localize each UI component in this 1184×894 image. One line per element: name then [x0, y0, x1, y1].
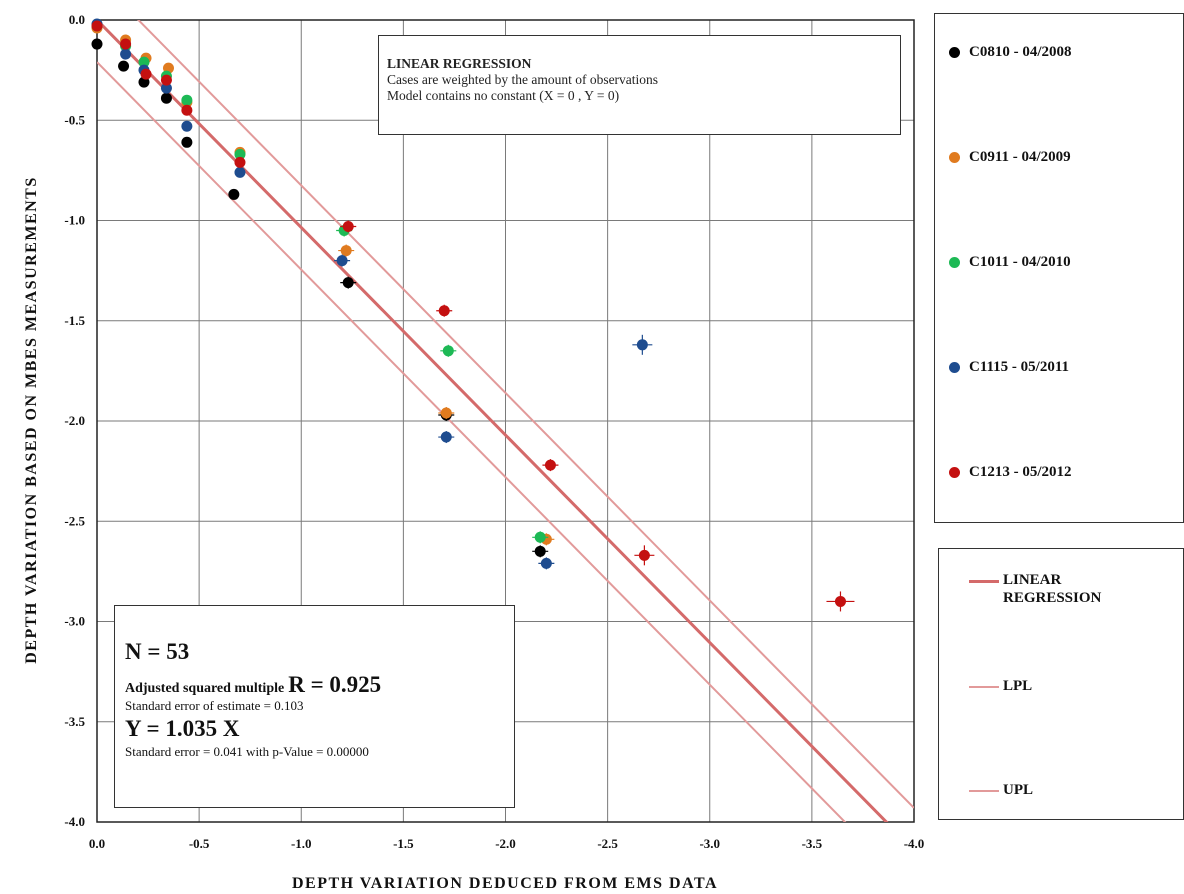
- legend-marker: [949, 47, 960, 58]
- x-tick-label: -1.5: [393, 836, 414, 851]
- point-c1115: [336, 255, 348, 267]
- lines-legend: LINEAR REGRESSION LPL UPL: [938, 548, 1184, 820]
- legend-item-c0810: C0810 - 04/2008: [949, 44, 1072, 61]
- legend-label: C0810 - 04/2008: [969, 44, 1072, 60]
- legend-marker: [949, 257, 960, 268]
- y-tick-label: -4.0: [64, 814, 85, 829]
- point-c1213: [160, 74, 172, 86]
- x-tick-label: -2.0: [495, 836, 516, 851]
- point-c1115: [160, 82, 172, 94]
- legend-label: C0911 - 04/2009: [969, 149, 1071, 165]
- point-c1213: [544, 459, 556, 471]
- point-c0810: [160, 92, 172, 104]
- point-c0810: [342, 277, 354, 289]
- regression-title: LINEAR REGRESSION: [387, 56, 532, 71]
- r-value: R = 0.925: [288, 672, 382, 697]
- point-c1115: [636, 339, 648, 351]
- legend-label: C1213 - 05/2012: [969, 464, 1072, 480]
- y-tick-label: -2.0: [64, 413, 85, 428]
- point-c1213: [234, 156, 246, 168]
- point-c1115: [440, 431, 452, 443]
- legend-item-c1115: C1115 - 05/2011: [949, 359, 1069, 376]
- point-c0911: [340, 245, 352, 257]
- tick-labels: 0.0 -0.5 -1.0 -1.5 -2.0 -2.5 -3.0 -3.5 -4.0 0.0 -0…: [64, 12, 924, 851]
- x-tick-label: 0.0: [89, 836, 105, 851]
- point-c1011: [181, 94, 193, 106]
- x-tick-label: -0.5: [189, 836, 210, 851]
- point-c0810: [534, 545, 546, 557]
- point-c1115: [181, 120, 193, 132]
- point-c1115: [540, 557, 552, 569]
- point-c1115: [120, 48, 132, 60]
- y-tick-label: -3.5: [64, 714, 85, 729]
- point-c1213: [181, 104, 193, 116]
- plot-frame: [96, 19, 915, 823]
- r-label: Adjusted squared multiple: [125, 681, 285, 696]
- legend-item-linear-regression: LINEAR REGRESSION: [969, 571, 1153, 607]
- regression-equation: Y = 1.035 X: [125, 716, 240, 741]
- point-c0810: [181, 136, 193, 148]
- regression-note-weights: Cases are weighted by the amount of obse…: [387, 72, 659, 87]
- point-c1213: [91, 20, 103, 32]
- y-tick-label: -3.0: [64, 614, 85, 629]
- x-axis-title: DEPTH VARIATION DEDUCED FROM EMS DATA: [292, 875, 718, 892]
- legend-item-c1213: C1213 - 05/2012: [949, 464, 1072, 481]
- legend-line-swatch: [969, 686, 999, 688]
- x-tick-label: -2.5: [597, 836, 618, 851]
- upl-line: [137, 20, 914, 809]
- point-c1011: [234, 148, 246, 160]
- std-error-estimate: Standard error of estimate = 0.103: [125, 698, 304, 713]
- regression-info-box: LINEAR REGRESSION Cases are weighted by …: [378, 35, 901, 135]
- regression-lines: [97, 20, 914, 822]
- x-tick-label: -1.0: [291, 836, 312, 851]
- point-c0911: [440, 407, 452, 419]
- legend-line-swatch: [969, 580, 999, 583]
- linear-regression-line: [97, 20, 889, 822]
- point-c1213: [120, 38, 132, 50]
- point-c0810: [228, 188, 240, 200]
- legend-label: LINEAR REGRESSION: [1003, 572, 1102, 606]
- point-c1011: [534, 531, 546, 543]
- legend-item-lpl: LPL: [969, 677, 1153, 695]
- x-tick-label: -3.0: [699, 836, 720, 851]
- point-c1213: [438, 305, 450, 317]
- point-c1213: [342, 221, 354, 233]
- std-error: Standard error = 0.041 with p-Value = 0.…: [125, 744, 369, 759]
- legend-marker: [949, 467, 960, 478]
- legend-label: UPL: [1003, 782, 1033, 798]
- legend-marker: [949, 362, 960, 373]
- y-tick-label: -2.5: [64, 513, 85, 528]
- y-tick-label: -1.5: [64, 313, 85, 328]
- x-tick-label: -3.5: [802, 836, 823, 851]
- point-c1213: [834, 595, 846, 607]
- legend-item-c0911: C0911 - 04/2009: [949, 149, 1071, 166]
- x-tick-label: -4.0: [904, 836, 925, 851]
- legend-item-c1011: C1011 - 04/2010: [949, 254, 1071, 271]
- point-c1115: [234, 166, 246, 178]
- point-c1213: [638, 549, 650, 561]
- regression-note-constant: Model contains no constant (X = 0 , Y = …: [387, 88, 620, 103]
- y-tick-label: -1.0: [64, 213, 85, 228]
- legend-marker: [949, 152, 960, 163]
- legend-line-swatch: [969, 790, 999, 792]
- legend-label: C1011 - 04/2010: [969, 254, 1071, 270]
- y-tick-label: 0.0: [69, 12, 85, 27]
- point-c1213: [140, 68, 152, 80]
- point-c0810: [118, 60, 130, 72]
- y-tick-label: -0.5: [64, 112, 85, 127]
- legend-item-upl: UPL: [969, 781, 1153, 799]
- lpl-line: [97, 61, 847, 822]
- data-points: [91, 18, 855, 612]
- point-c1011: [138, 56, 150, 68]
- legend-label: LPL: [1003, 678, 1033, 694]
- legend-label: C1115 - 05/2011: [969, 359, 1070, 375]
- statistics-box: N = 53 Adjusted squared multiple R = 0.9…: [114, 605, 515, 808]
- series-legend: C0810 - 04/2008 C0911 - 04/2009 C1011 - 04…: [934, 13, 1184, 523]
- point-c0810: [91, 38, 103, 50]
- sample-size: N = 53: [125, 639, 190, 664]
- point-c1011: [442, 345, 454, 357]
- y-axis-title: DEPTH VARIATION BASED ON MBES MEASUREMEN…: [23, 176, 40, 664]
